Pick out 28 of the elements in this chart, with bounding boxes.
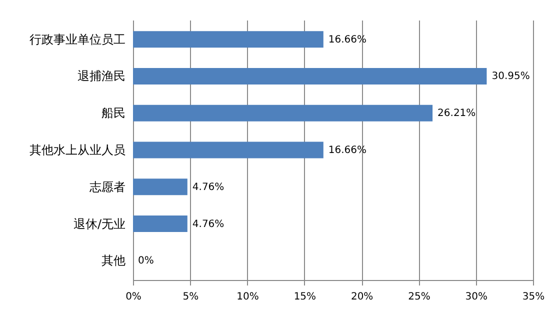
y-tick-label: 其他 [102,254,126,268]
y-tick-label: 其他水上从业人员 [30,143,126,157]
y-tick-label: 行政事业单位员工 [30,32,126,46]
x-tick-label: 20% [350,292,374,302]
y-tick-label: 志愿者 [90,180,126,194]
data-label: 4.76% [192,182,224,193]
x-tick-label: 15% [294,292,316,302]
y-tick-label: 退捕渔民 [78,69,126,84]
x-tick-label: 25% [408,292,430,302]
data-label: 16.66% [328,34,367,46]
data-label: 0% [138,256,154,267]
bar [133,215,188,232]
x-tick-label: 5% [182,292,199,302]
x-tick-label: 30% [465,292,488,302]
y-tick-label: 船民 [102,106,126,120]
bar [133,142,324,158]
bar [133,31,324,48]
x-tick-label: 10% [236,292,259,302]
data-label: 26.21% [438,108,476,120]
bar [133,104,433,122]
bar [133,68,487,85]
data-label: 16.66% [328,145,367,156]
data-label: 30.95% [492,71,530,82]
data-label: 4.76% [192,218,224,230]
bar [133,178,188,196]
x-tick-label: 35% [522,292,545,302]
x-tick-label: 0% [126,292,142,302]
y-tick-label: 退休/无业 [73,216,126,231]
